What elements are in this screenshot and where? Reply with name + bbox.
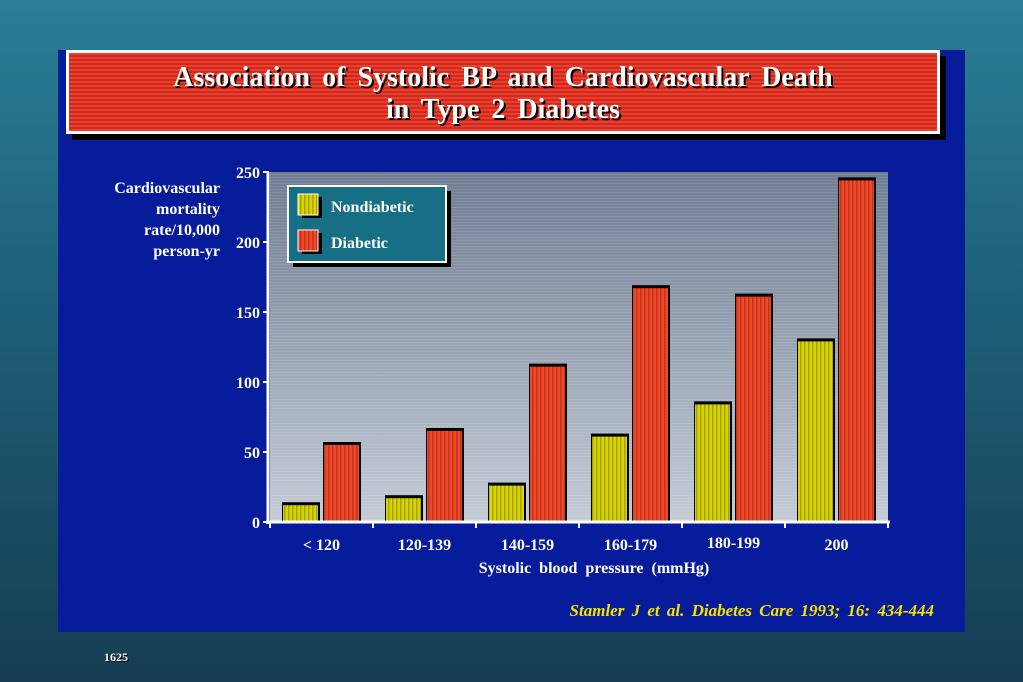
bar-diabetic [633, 288, 668, 522]
bar-nondiabetic [386, 498, 421, 522]
slide-number: 1625 [104, 650, 128, 665]
bar-diabetic [839, 180, 874, 522]
bar-diabetic [736, 297, 771, 522]
bar-nondiabetic [798, 341, 833, 522]
y-tick-label: 0 [252, 515, 260, 532]
y-tick-label: 250 [236, 165, 260, 182]
legend-swatch-diabetic [298, 230, 318, 251]
bar-diabetic [324, 445, 359, 522]
legend-swatch-nondiabetic [298, 194, 318, 215]
x-tick-label: < 120 [303, 537, 340, 554]
x-axis-ticks: < 120 120-139 140-159 160-179 180-199 200 [270, 521, 888, 554]
x-tick-label: 180-199 [707, 535, 760, 552]
x-tick-label: 140-159 [501, 537, 554, 554]
bar-nondiabetic [695, 404, 730, 522]
bar-nondiabetic [592, 437, 627, 522]
x-tick-label: 200 [825, 537, 849, 554]
bar-chart: 0 50 100 150 200 250 < 120 120-139 140-159 160-1… [0, 0, 1023, 682]
y-tick-label: 150 [236, 305, 260, 322]
x-tick-label: 160-179 [604, 537, 657, 554]
x-tick-label: 120-139 [398, 537, 451, 554]
legend-label-diabetic: Diabetic [331, 235, 388, 252]
legend: Nondiabetic Diabetic [288, 186, 451, 267]
y-tick-label: 50 [244, 445, 260, 462]
y-tick-label: 100 [236, 375, 260, 392]
legend-label-nondiabetic: Nondiabetic [331, 199, 414, 216]
x-axis-label: Systolic blood pressure (mmHg) [479, 560, 710, 577]
citation: Stamler J et al. Diabetes Care 1993; 16:… [460, 601, 934, 621]
bar-nondiabetic [489, 486, 524, 522]
bar-diabetic [427, 431, 462, 522]
bar-nondiabetic [283, 505, 318, 522]
y-axis-ticks: 0 50 100 150 200 250 [236, 165, 269, 532]
y-tick-label: 200 [236, 235, 260, 252]
bar-diabetic [530, 367, 565, 522]
